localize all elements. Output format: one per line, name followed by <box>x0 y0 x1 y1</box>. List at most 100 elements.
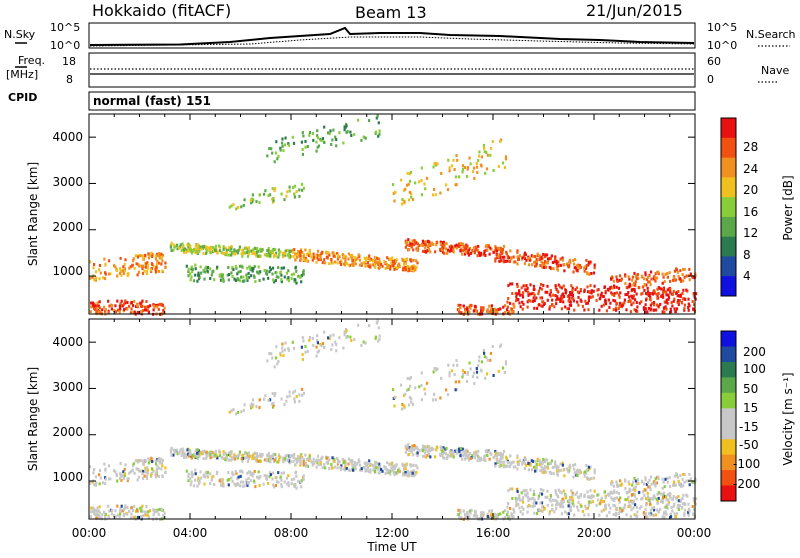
velocity-cell <box>263 397 266 401</box>
power-cell <box>157 307 160 311</box>
power-cell <box>412 248 415 252</box>
power-cell <box>198 276 201 279</box>
velocity-cell <box>172 453 175 457</box>
velocity-cell <box>604 503 607 507</box>
velocity-cell <box>634 503 637 507</box>
power-cell <box>251 193 254 197</box>
velocity-cell <box>459 510 462 514</box>
power-cell <box>231 265 234 269</box>
velocity-cell <box>288 461 291 465</box>
power-cell <box>299 249 302 253</box>
power-cell <box>460 247 463 251</box>
velocity-cell <box>409 447 412 451</box>
power-cell <box>546 290 549 294</box>
velocity-cell <box>469 367 472 371</box>
power-cell <box>160 252 163 256</box>
velocity-cell <box>294 463 297 467</box>
power-cell <box>218 244 221 248</box>
velocity-cell <box>389 470 392 473</box>
power-cell <box>675 307 679 311</box>
velocity-cell <box>489 358 492 362</box>
velocity-cell <box>264 394 267 398</box>
power-cell <box>416 246 419 250</box>
power-cell <box>239 279 242 283</box>
velocity-cell <box>650 482 653 486</box>
power-cell <box>467 253 471 257</box>
velocity-cell <box>251 474 254 478</box>
velocity-cell <box>660 492 663 496</box>
velocity-cell <box>548 470 551 474</box>
power-cell <box>433 162 436 166</box>
power-cell <box>661 292 665 296</box>
velocity-cell <box>672 483 675 487</box>
velocity-cell <box>628 482 631 486</box>
velocity-cell <box>411 470 414 474</box>
velocity-cell <box>508 461 511 465</box>
power-y-tick-2000: 2000 <box>52 220 83 234</box>
power-cell <box>539 296 542 300</box>
velocity-cell <box>282 460 285 464</box>
power-cell <box>130 301 133 305</box>
velocity-cell <box>257 470 260 474</box>
velocity-cell <box>634 488 637 492</box>
power-cell <box>449 245 452 249</box>
velocity-cell <box>347 468 350 472</box>
power-cell <box>265 271 268 275</box>
nsearch-tick-high: 10^5 <box>707 21 737 34</box>
velocity-cell <box>149 458 152 462</box>
velocity-cell <box>152 469 155 473</box>
power-cell <box>209 251 212 255</box>
power-cell <box>327 131 330 135</box>
power-cell <box>314 254 318 258</box>
power-cell <box>462 304 465 308</box>
velocity-cell <box>443 456 446 460</box>
velocity-cell <box>499 344 502 348</box>
velocity-cell <box>560 512 563 516</box>
power-cell <box>611 286 614 290</box>
velocity-cell <box>95 516 98 520</box>
velocity-cell <box>578 469 581 472</box>
power-cell <box>136 273 139 277</box>
power-cell <box>618 278 621 282</box>
velocity-cell <box>398 470 401 473</box>
velocity-cell <box>304 350 307 354</box>
power-cell <box>189 278 192 282</box>
power-cell <box>90 305 93 309</box>
velocity-cell <box>197 452 201 456</box>
power-cell <box>368 257 371 261</box>
power-cell <box>511 282 514 286</box>
velocity-cell <box>596 493 599 497</box>
power-cell <box>147 256 151 260</box>
power-cell <box>107 310 110 314</box>
power-cell <box>347 252 350 256</box>
velocity-cell <box>679 482 682 486</box>
power-cell <box>287 269 290 273</box>
power-cell <box>228 249 232 253</box>
velocity-cell <box>390 462 393 465</box>
velocity-cell <box>149 509 152 513</box>
velocity-cell <box>248 470 252 474</box>
power-cell <box>368 264 371 268</box>
power-cell <box>678 294 681 298</box>
velocity-cell <box>525 489 528 493</box>
power-cell <box>214 248 217 252</box>
velocity-cell <box>414 472 417 476</box>
power-cell <box>250 249 253 253</box>
power-cell <box>305 258 308 262</box>
velocity-cell <box>285 476 288 480</box>
power-cell <box>126 301 129 304</box>
power-cell <box>485 167 489 171</box>
power-cell <box>342 262 345 266</box>
power-cell <box>504 304 507 308</box>
power-cell <box>279 270 282 274</box>
power-cell <box>483 150 486 154</box>
velocity-cell <box>292 391 295 395</box>
velocity-cell <box>485 356 488 359</box>
velocity-cell <box>297 457 300 461</box>
power-cell <box>465 307 468 311</box>
velocity-cell <box>368 459 371 463</box>
power-cell <box>295 255 298 259</box>
velocity-cell <box>416 454 419 458</box>
velocity-cell <box>534 469 537 473</box>
velocity-cell <box>434 455 437 459</box>
